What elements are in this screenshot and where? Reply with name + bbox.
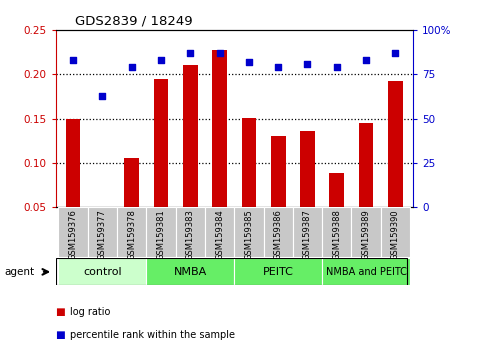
Bar [352,207,381,257]
Text: ■: ■ [56,307,65,316]
Text: control: control [83,267,122,277]
Text: GSM159378: GSM159378 [127,210,136,261]
Point [245,59,253,65]
Bar [359,123,373,251]
Bar [234,258,322,285]
Bar [293,207,322,257]
Bar [322,207,352,257]
Bar [125,159,139,251]
Point [362,57,370,63]
Bar [271,136,285,251]
Bar [213,50,227,251]
Text: log ratio: log ratio [70,307,111,316]
Text: GSM159388: GSM159388 [332,210,341,261]
Text: NMBA: NMBA [174,267,207,277]
Point [216,50,224,56]
Bar [183,65,198,251]
Bar [205,207,234,257]
Text: GSM159381: GSM159381 [156,210,166,260]
Bar [146,258,234,285]
Text: GSM159383: GSM159383 [186,210,195,261]
Text: GSM159386: GSM159386 [274,210,283,261]
Bar [264,207,293,257]
Text: GSM159390: GSM159390 [391,210,400,260]
Bar [58,258,146,285]
Point [157,57,165,63]
Text: percentile rank within the sample: percentile rank within the sample [70,330,235,339]
Bar [88,207,117,257]
Bar [300,131,315,251]
Bar [234,207,264,257]
Text: ■: ■ [56,330,65,339]
Point [274,64,282,70]
Text: PEITC: PEITC [263,267,294,277]
Bar [58,207,88,257]
Text: agent: agent [5,267,35,277]
Point [99,93,106,98]
Text: GSM159376: GSM159376 [69,210,78,261]
Text: GSM159387: GSM159387 [303,210,312,261]
Bar [66,119,81,251]
Point [186,50,194,56]
Text: GSM159385: GSM159385 [244,210,254,260]
Text: GSM159384: GSM159384 [215,210,224,260]
Bar [388,80,403,251]
Text: GSM159377: GSM159377 [98,210,107,261]
Bar [381,207,410,257]
Text: GDS2839 / 18249: GDS2839 / 18249 [75,14,193,27]
Point [128,64,136,70]
Bar [154,79,169,251]
Point [392,50,399,56]
Bar [95,249,110,251]
Text: NMBA and PEITC: NMBA and PEITC [326,267,407,277]
Bar [117,207,146,257]
Point [304,61,312,67]
Point [333,64,341,70]
Bar [146,207,176,257]
Bar [176,207,205,257]
Bar [242,118,256,251]
Text: GSM159389: GSM159389 [362,210,370,260]
Bar [322,258,410,285]
Bar [329,173,344,251]
Point [69,57,77,63]
